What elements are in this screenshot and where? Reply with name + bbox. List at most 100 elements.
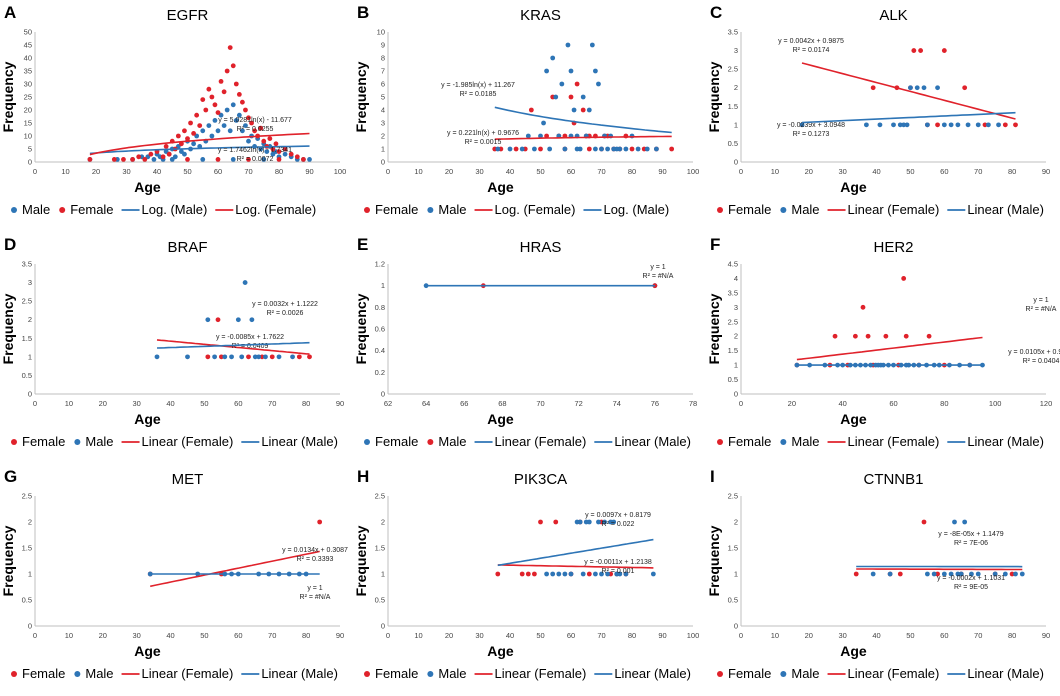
data-point-female (903, 333, 909, 339)
x-tick-label: 80 (628, 167, 636, 176)
x-tick-label: 80 (1008, 167, 1016, 176)
y-tick-label: 3 (734, 46, 738, 55)
trendline-r-squared: R² = 0.0174 (793, 47, 830, 54)
legend-label: Female (375, 434, 418, 449)
trendline-log-female- (89, 132, 310, 156)
data-point-male (623, 571, 629, 577)
trendline-equation: y = -0.0239x + 3.0948 (777, 122, 845, 129)
x-tick-label: 10 (771, 167, 779, 176)
trendline-linear-female- (156, 339, 310, 355)
y-tick-label: 10 (24, 132, 32, 141)
chart-title: EGFR (167, 7, 209, 24)
x-tick-label: 20 (805, 167, 813, 176)
data-point-male (1013, 571, 1018, 577)
legend-label: Male (438, 202, 466, 217)
x-tick-label: 20 (445, 631, 453, 640)
data-point-male (969, 571, 974, 577)
data-point-male (200, 157, 206, 162)
y-tick-label: 2.5 (728, 65, 738, 74)
data-point-male (230, 157, 236, 162)
y-tick-label: 1 (734, 570, 738, 579)
x-tick-label: 30 (122, 167, 130, 176)
trendline-r-squared: R² = 0.0255 (237, 126, 274, 133)
data-point-male (256, 354, 262, 360)
y-tick-label: 0 (734, 390, 738, 399)
legend-label: Male (791, 202, 819, 217)
legend-marker (59, 207, 66, 213)
x-tick-label: 10 (771, 631, 779, 640)
data-point-female (1009, 571, 1015, 577)
data-point-female (182, 128, 187, 134)
data-point-female (261, 138, 267, 144)
data-point-female (121, 157, 126, 162)
data-point-male (863, 122, 869, 128)
trendline-linear-male- (497, 538, 654, 567)
data-point-male (904, 122, 910, 128)
trendline-linear-female- (796, 336, 983, 361)
x-tick-label: 100 (687, 167, 700, 176)
data-point-male (282, 151, 288, 157)
x-tick-label: 60 (567, 167, 575, 176)
x-tick-label: 60 (889, 399, 897, 408)
legend-label: Linear (Male) (967, 434, 1044, 449)
data-point-male (574, 146, 580, 152)
y-tick-label: 3 (734, 303, 738, 312)
legend-label: Female (728, 666, 771, 681)
data-point-female (215, 110, 221, 115)
legend-marker (717, 207, 723, 213)
legend-label: Female (728, 434, 771, 449)
data-point-female (249, 120, 254, 126)
y-tick-label: 0.2 (375, 368, 385, 377)
y-tick-label: 0 (381, 390, 385, 399)
data-point-male (1002, 571, 1008, 577)
data-point-female (246, 157, 251, 162)
data-point-male (605, 146, 610, 152)
y-tick-label: 1.5 (22, 334, 32, 343)
data-point-female (901, 276, 907, 281)
x-tick-label: 0 (386, 167, 390, 176)
y-tick-label: 1.5 (728, 544, 738, 553)
x-tick-label: 0 (739, 167, 743, 176)
data-point-male (235, 317, 241, 323)
data-point-female (586, 146, 592, 152)
x-tick-label: 70 (974, 167, 982, 176)
legend-marker (11, 207, 17, 213)
data-point-female (865, 333, 871, 339)
data-point-male (891, 122, 896, 128)
data-point-male (589, 42, 595, 48)
data-point-male (992, 571, 998, 577)
y-tick-label: 20 (24, 106, 32, 115)
x-tick-label: 60 (214, 167, 222, 176)
y-tick-label: 2 (381, 518, 385, 527)
data-point-female (276, 157, 282, 162)
x-tick-label: 70 (268, 399, 276, 408)
y-tick-label: 2 (734, 83, 738, 92)
data-point-male (242, 280, 248, 285)
x-tick-label: 40 (872, 631, 880, 640)
y-tick-label: 0 (381, 158, 385, 167)
data-point-male (870, 571, 876, 577)
x-tick-label: 20 (788, 399, 796, 408)
data-point-male (209, 133, 215, 139)
data-point-female (233, 81, 239, 87)
trendline-equation: y = 1.7462ln(x) - 1.7341 (218, 147, 292, 154)
y-tick-label: 2.5 (375, 492, 385, 501)
data-point-female (553, 519, 559, 525)
x-axis-label: Age (487, 643, 514, 659)
data-point-male (191, 141, 197, 147)
data-point-female (243, 107, 248, 113)
data-point-female (185, 157, 190, 162)
data-point-male (586, 107, 592, 113)
y-tick-label: 0.6 (375, 325, 385, 334)
data-point-male (290, 354, 295, 360)
chart-title: CTNNB1 (863, 471, 923, 488)
data-point-female (130, 157, 136, 162)
data-point-female (246, 354, 251, 360)
y-tick-label: 5 (381, 93, 385, 102)
data-point-male (605, 571, 610, 577)
y-axis-label: Frequency (706, 525, 722, 596)
trendline-equation: y = 0.221ln(x) + 0.9676 (447, 130, 519, 137)
data-point-female (911, 48, 917, 53)
x-tick-label: 80 (940, 399, 948, 408)
